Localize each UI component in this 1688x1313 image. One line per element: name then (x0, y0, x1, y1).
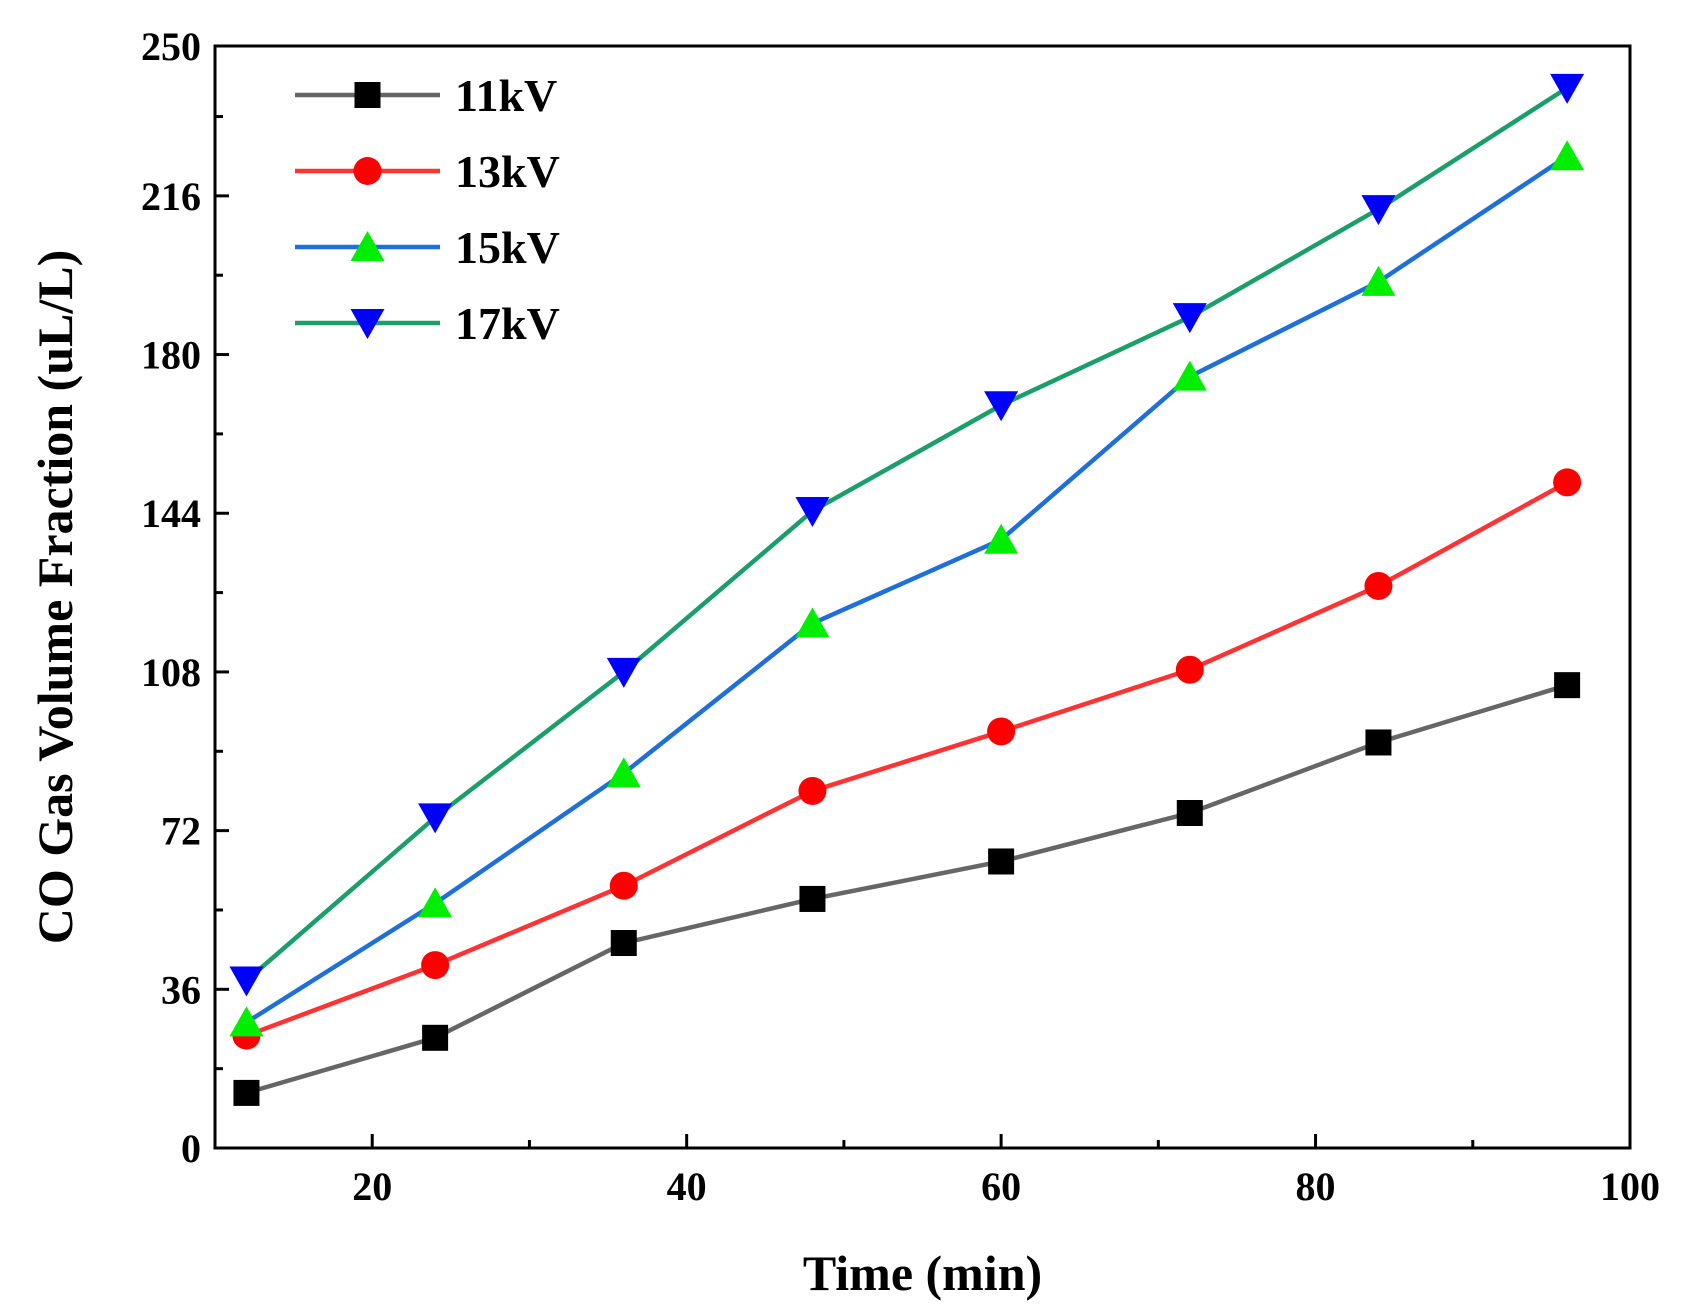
data-point (1550, 73, 1585, 104)
data-point (233, 1079, 260, 1106)
data-point (229, 966, 264, 997)
y-tick-label: 72 (161, 809, 201, 854)
data-point (1175, 655, 1204, 684)
x-tick-label: 20 (352, 1164, 392, 1209)
series-line (245, 683, 1568, 1096)
legend-label: 11kV (455, 70, 557, 121)
series-line (244, 85, 1569, 983)
y-tick-label: 144 (141, 491, 201, 536)
legend-item: 17kV (295, 298, 560, 349)
data-point (1550, 140, 1585, 171)
y-axis-title: CO Gas Volume Fraction (uL/L) (27, 250, 83, 944)
legend-marker (350, 309, 385, 339)
data-point (1364, 571, 1393, 600)
data-point (1172, 303, 1207, 334)
series-11kV (233, 672, 1581, 1106)
x-tick-label: 60 (981, 1164, 1021, 1209)
data-point (421, 951, 450, 980)
data-point (1361, 265, 1396, 296)
x-tick-label: 100 (1600, 1164, 1660, 1209)
data-point (606, 757, 641, 788)
data-point (988, 848, 1015, 875)
y-tick-label: 250 (141, 24, 201, 69)
legend-label: 17kV (455, 298, 560, 349)
legend: 11kV 13kV 15kV 17kV (295, 70, 560, 349)
data-point (610, 930, 637, 957)
data-point (795, 497, 830, 528)
series-13kV (232, 468, 1582, 1050)
data-point (1554, 672, 1581, 699)
legend-item: 11kV (295, 70, 557, 121)
data-point (799, 885, 826, 912)
data-point (984, 391, 1019, 422)
data-point (609, 871, 638, 900)
series-line (245, 154, 1569, 1025)
data-point (418, 887, 453, 918)
data-point (795, 607, 830, 638)
data-point (1361, 195, 1396, 226)
series-line (245, 480, 1569, 1038)
data-point (1176, 799, 1203, 826)
legend-marker (350, 231, 385, 261)
series-layer (229, 73, 1585, 1106)
data-point (987, 717, 1016, 746)
legend-item: 13kV (295, 146, 560, 197)
y-tick-label: 36 (161, 967, 201, 1012)
data-point (606, 657, 641, 688)
legend-marker (353, 157, 382, 185)
data-point (422, 1024, 449, 1051)
series-15kV (229, 140, 1585, 1037)
x-tick-label: 40 (667, 1164, 707, 1209)
data-point (1365, 729, 1392, 756)
y-tick-label: 180 (141, 333, 201, 378)
data-point (418, 803, 453, 834)
axes-layer: 20 40 60 80 100 0 36 72 108 144 180 216 250 (141, 24, 1660, 1209)
y-tick-label: 108 (141, 650, 201, 695)
data-point (1172, 360, 1207, 391)
data-point (984, 523, 1019, 554)
plot-frame (213, 44, 1632, 1150)
series-17kV (229, 73, 1585, 997)
data-point (229, 1006, 264, 1037)
legend-marker (354, 82, 381, 108)
legend-item: 15kV (295, 222, 560, 273)
x-tick-label: 80 (1296, 1164, 1336, 1209)
y-tick-label: 0 (181, 1126, 201, 1171)
legend-label: 15kV (455, 222, 560, 273)
data-point (1553, 468, 1582, 497)
data-point (798, 776, 827, 805)
x-axis-title: Time (min) (803, 1245, 1042, 1301)
legend-label: 13kV (455, 146, 560, 197)
y-tick-label: 216 (141, 174, 201, 219)
